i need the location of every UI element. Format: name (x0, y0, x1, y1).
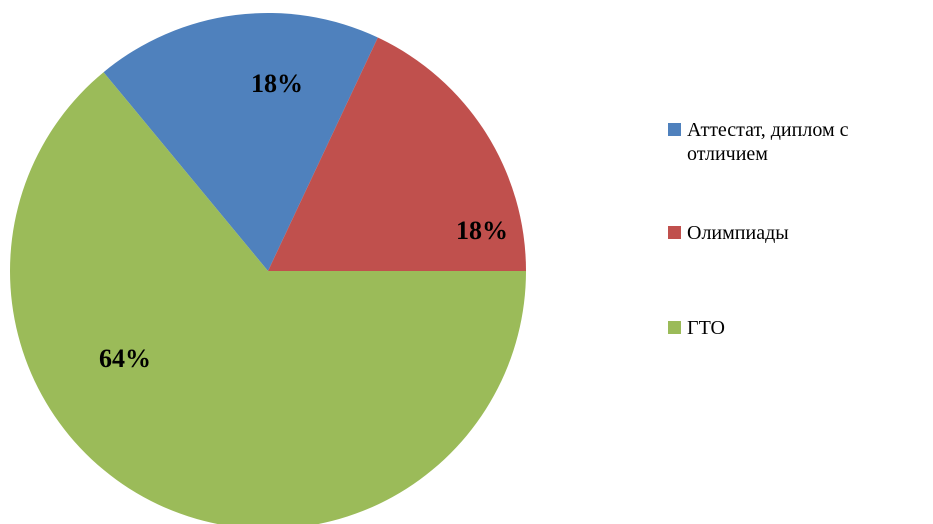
data-label: 18% (251, 69, 303, 98)
pie-slice (268, 37, 526, 271)
legend-item: Аттестат, диплом с отличием (668, 118, 930, 166)
data-label: 18% (456, 216, 508, 245)
legend-swatch (668, 123, 681, 136)
legend-label: Аттестат, диплом с отличием (687, 119, 849, 165)
pie-slice (103, 12, 378, 271)
legend-label: Олимпиады (687, 222, 789, 244)
legend-item: Олимпиады (668, 221, 930, 245)
data-label: 64% (99, 344, 151, 373)
legend-label: ГТО (687, 317, 725, 339)
legend-swatch (668, 226, 681, 239)
pie-slice (10, 72, 526, 524)
legend-item: ГТО (668, 316, 930, 340)
legend-swatch (668, 321, 681, 334)
